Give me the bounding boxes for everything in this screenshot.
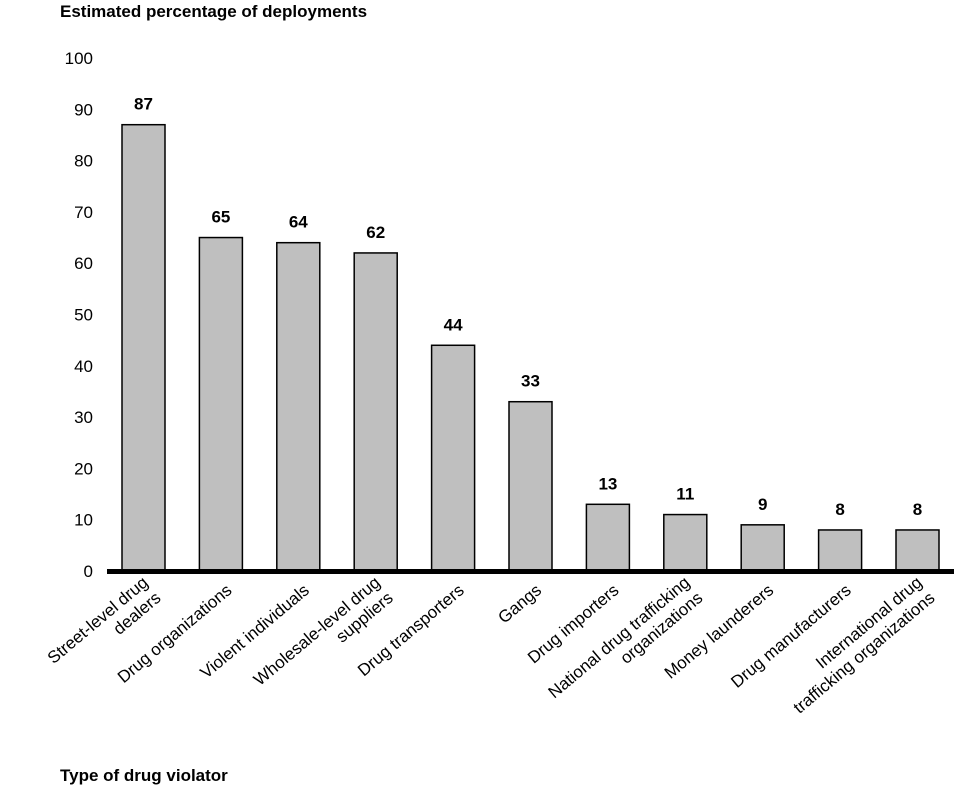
bar bbox=[121, 123, 166, 572]
bar bbox=[740, 524, 785, 572]
data-label: 9 bbox=[758, 495, 767, 514]
y-axis-ticks: 0 10 20 30 40 50 60 70 80 90 100 bbox=[65, 49, 93, 581]
y-tick-label: 20 bbox=[74, 459, 93, 478]
bar bbox=[353, 252, 398, 572]
data-label: 11 bbox=[676, 485, 694, 504]
data-label: 44 bbox=[444, 315, 463, 334]
x-axis-line bbox=[107, 569, 954, 574]
data-label: 64 bbox=[289, 213, 308, 232]
bar bbox=[198, 236, 244, 572]
bar bbox=[430, 344, 476, 572]
y-tick-label: 100 bbox=[65, 49, 93, 68]
data-labels: 87 65 64 62 44 33 13 11 9 8 8 bbox=[134, 95, 922, 519]
y-tick-label: 70 bbox=[74, 203, 93, 222]
bar bbox=[817, 529, 863, 572]
data-label: 87 bbox=[134, 95, 153, 114]
y-tick-label: 80 bbox=[74, 152, 93, 171]
y-tick-label: 90 bbox=[74, 100, 93, 119]
y-tick-label: 30 bbox=[74, 408, 93, 427]
category-label-line: Gangs bbox=[494, 581, 545, 628]
data-label: 13 bbox=[598, 474, 617, 493]
data-label: 8 bbox=[835, 500, 844, 519]
y-tick-label: 10 bbox=[74, 511, 93, 530]
bar bbox=[895, 529, 940, 572]
y-tick-label: 50 bbox=[74, 306, 93, 325]
bar bbox=[585, 503, 631, 572]
category-label: National drug traffickingorganizations bbox=[545, 573, 707, 717]
y-tick-label: 40 bbox=[74, 357, 93, 376]
bar bbox=[663, 513, 708, 572]
bar bbox=[508, 400, 553, 572]
y-tick-label: 0 bbox=[84, 562, 93, 581]
bar bbox=[276, 241, 321, 572]
category-label: International drugtrafficking organizati… bbox=[777, 573, 939, 717]
y-tick-label: 60 bbox=[74, 254, 93, 273]
category-label: Wholesale-level drugsuppliers bbox=[250, 573, 397, 705]
y-axis-title: Estimated percentage of deployments bbox=[60, 2, 368, 21]
data-label: 62 bbox=[366, 223, 385, 242]
category-label: Gangs bbox=[494, 581, 545, 628]
data-label: 8 bbox=[913, 500, 922, 519]
bars bbox=[121, 123, 940, 572]
data-label: 65 bbox=[211, 208, 230, 227]
x-axis-title: Type of drug violator bbox=[60, 766, 228, 785]
data-label: 33 bbox=[521, 372, 540, 391]
